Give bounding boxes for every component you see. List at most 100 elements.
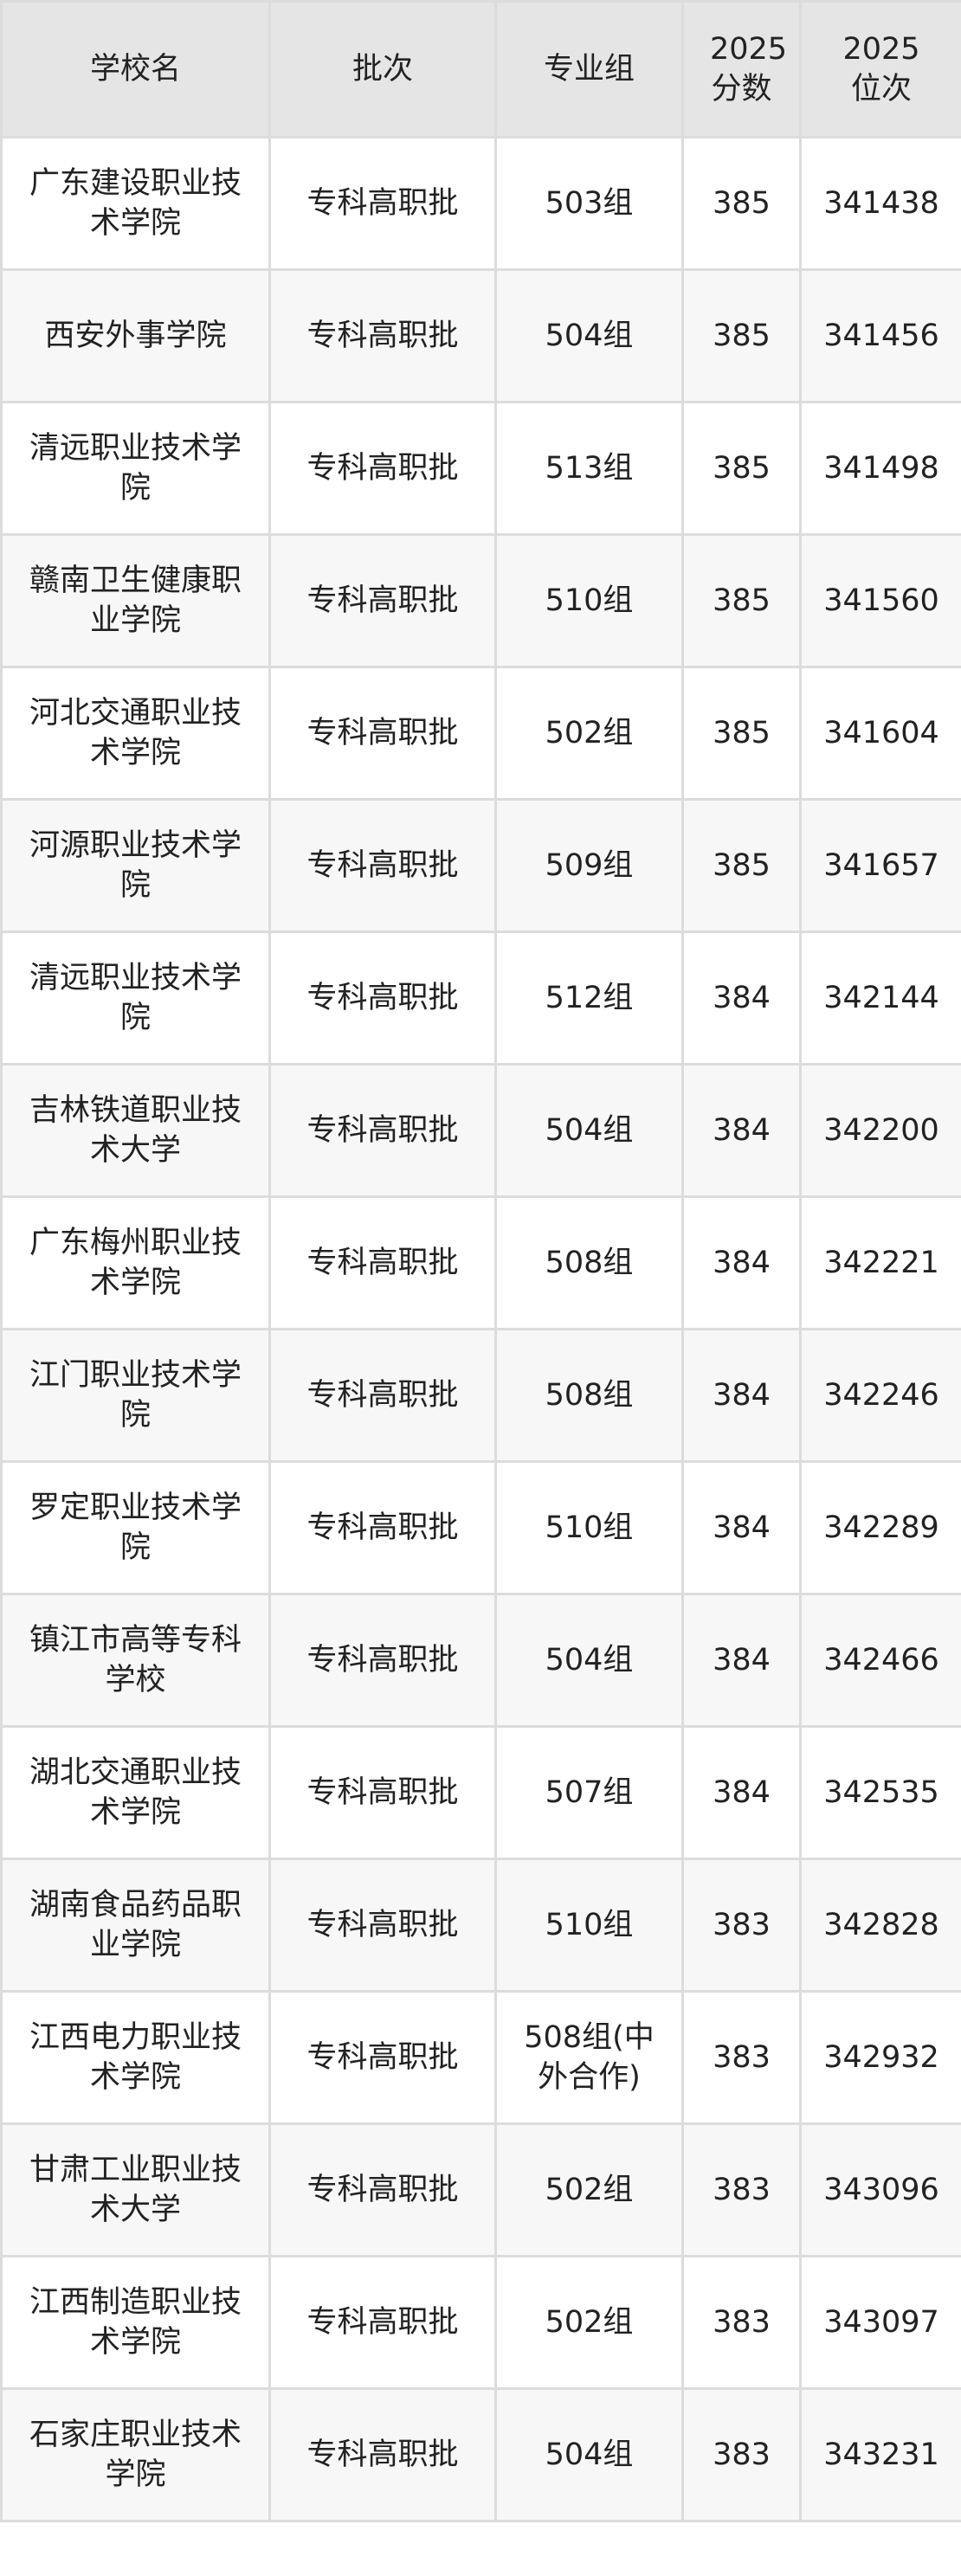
cell-major-group: 508组 <box>494 1328 684 1463</box>
cell-score: 385 <box>681 268 802 403</box>
cell-score: 385 <box>681 666 802 801</box>
cell-school-name: 罗定职业技术学院 <box>0 1460 271 1595</box>
cell-score: 383 <box>681 1858 802 1993</box>
cell-rank: 341604 <box>799 666 961 801</box>
cell-major-group: 502组 <box>494 2255 684 2390</box>
cell-school-name: 广东建设职业技术学院 <box>0 136 271 271</box>
cell-rank: 341498 <box>799 401 961 536</box>
cell-school-name: 赣南卫生健康职业学院 <box>0 533 271 668</box>
cell-major-group: 504组 <box>494 1593 684 1728</box>
cell-rank: 342289 <box>799 1460 961 1595</box>
table-row: 赣南卫生健康职业学院 专科高职批 510组 385 341560 <box>0 533 961 668</box>
table-row: 吉林铁道职业技术大学 专科高职批 504组 384 342200 <box>0 1063 961 1198</box>
cell-batch: 专科高职批 <box>268 798 497 933</box>
cell-score: 384 <box>681 1195 802 1330</box>
cell-school-name: 湖南食品药品职业学院 <box>0 1858 271 1993</box>
cell-batch: 专科高职批 <box>268 2122 497 2257</box>
admission-score-table: 学校名 批次 专业组 2025分数 2025位次 广东建设职业技术学院 专科高职批… <box>0 0 961 2522</box>
cell-major-group: 513组 <box>494 401 684 536</box>
cell-rank: 341657 <box>799 798 961 933</box>
cell-score: 385 <box>681 136 802 271</box>
header-score: 2025分数 <box>681 0 802 138</box>
cell-batch: 专科高职批 <box>268 666 497 801</box>
table-row: 石家庄职业技术学院 专科高职批 504组 383 343231 <box>0 2387 961 2522</box>
cell-score: 384 <box>681 1063 802 1198</box>
table-row: 河源职业技术学院 专科高职批 509组 385 341657 <box>0 798 961 933</box>
cell-major-group: 502组 <box>494 666 684 801</box>
cell-school-name: 甘肃工业职业技术大学 <box>0 2122 271 2257</box>
cell-major-group: 508组 <box>494 1195 684 1330</box>
cell-rank: 341560 <box>799 533 961 668</box>
cell-major-group: 504组 <box>494 268 684 403</box>
table-row: 广东梅州职业技术学院 专科高职批 508组 384 342221 <box>0 1195 961 1330</box>
cell-score: 385 <box>681 798 802 933</box>
cell-batch: 专科高职批 <box>268 1460 497 1595</box>
table-row: 湖北交通职业技术学院 专科高职批 507组 384 342535 <box>0 1725 961 1860</box>
cell-major-group: 504组 <box>494 1063 684 1198</box>
cell-school-name: 吉林铁道职业技术大学 <box>0 1063 271 1198</box>
cell-rank: 343097 <box>799 2255 961 2390</box>
cell-major-group: 508组(中外合作) <box>494 1990 684 2125</box>
table-row: 江西电力职业技术学院 专科高职批 508组(中外合作) 383 342932 <box>0 1990 961 2125</box>
cell-batch: 专科高职批 <box>268 1725 497 1860</box>
cell-major-group: 502组 <box>494 2122 684 2257</box>
cell-batch: 专科高职批 <box>268 1328 497 1463</box>
table-row: 江门职业技术学院 专科高职批 508组 384 342246 <box>0 1328 961 1463</box>
cell-batch: 专科高职批 <box>268 1593 497 1728</box>
table-row: 湖南食品药品职业学院 专科高职批 510组 383 342828 <box>0 1858 961 1993</box>
cell-school-name: 广东梅州职业技术学院 <box>0 1195 271 1330</box>
cell-major-group: 509组 <box>494 798 684 933</box>
cell-major-group: 507组 <box>494 1725 684 1860</box>
cell-rank: 341456 <box>799 268 961 403</box>
cell-rank: 342246 <box>799 1328 961 1463</box>
cell-school-name: 江西制造职业技术学院 <box>0 2255 271 2390</box>
cell-major-group: 510组 <box>494 1460 684 1595</box>
cell-school-name: 河源职业技术学院 <box>0 798 271 933</box>
cell-major-group: 503组 <box>494 136 684 271</box>
cell-school-name: 湖北交通职业技术学院 <box>0 1725 271 1860</box>
cell-school-name: 清远职业技术学院 <box>0 401 271 536</box>
cell-batch: 专科高职批 <box>268 401 497 536</box>
table-row: 清远职业技术学院 专科高职批 513组 385 341498 <box>0 401 961 536</box>
cell-batch: 专科高职批 <box>268 1858 497 1993</box>
cell-rank: 341438 <box>799 136 961 271</box>
cell-score: 384 <box>681 931 802 1066</box>
cell-major-group: 510组 <box>494 533 684 668</box>
cell-batch: 专科高职批 <box>268 2387 497 2522</box>
cell-rank: 342535 <box>799 1725 961 1860</box>
cell-batch: 专科高职批 <box>268 533 497 668</box>
cell-school-name: 江门职业技术学院 <box>0 1328 271 1463</box>
cell-rank: 342932 <box>799 1990 961 2125</box>
cell-batch: 专科高职批 <box>268 268 497 403</box>
cell-rank: 342144 <box>799 931 961 1066</box>
header-school: 学校名 <box>0 0 271 138</box>
cell-score: 384 <box>681 1328 802 1463</box>
table-row: 河北交通职业技术学院 专科高职批 502组 385 341604 <box>0 666 961 801</box>
cell-score: 384 <box>681 1460 802 1595</box>
cell-score: 385 <box>681 401 802 536</box>
cell-school-name: 江西电力职业技术学院 <box>0 1990 271 2125</box>
cell-school-name: 西安外事学院 <box>0 268 271 403</box>
header-major-group: 专业组 <box>494 0 684 138</box>
header-row: 学校名 批次 专业组 2025分数 2025位次 <box>0 0 961 138</box>
cell-rank: 342466 <box>799 1593 961 1728</box>
cell-batch: 专科高职批 <box>268 1195 497 1330</box>
cell-batch: 专科高职批 <box>268 1063 497 1198</box>
cell-score: 383 <box>681 2122 802 2257</box>
cell-batch: 专科高职批 <box>268 136 497 271</box>
cell-rank: 342221 <box>799 1195 961 1330</box>
table-row: 甘肃工业职业技术大学 专科高职批 502组 383 343096 <box>0 2122 961 2257</box>
cell-rank: 343096 <box>799 2122 961 2257</box>
cell-rank: 342200 <box>799 1063 961 1198</box>
cell-score: 383 <box>681 2387 802 2522</box>
table-row: 西安外事学院 专科高职批 504组 385 341456 <box>0 268 961 403</box>
cell-school-name: 石家庄职业技术学院 <box>0 2387 271 2522</box>
cell-score: 384 <box>681 1593 802 1728</box>
table-row: 罗定职业技术学院 专科高职批 510组 384 342289 <box>0 1460 961 1595</box>
cell-score: 383 <box>681 2255 802 2390</box>
cell-rank: 343231 <box>799 2387 961 2522</box>
cell-major-group: 510组 <box>494 1858 684 1993</box>
cell-batch: 专科高职批 <box>268 1990 497 2125</box>
cell-major-group: 504组 <box>494 2387 684 2522</box>
table-row: 广东建设职业技术学院 专科高职批 503组 385 341438 <box>0 136 961 271</box>
